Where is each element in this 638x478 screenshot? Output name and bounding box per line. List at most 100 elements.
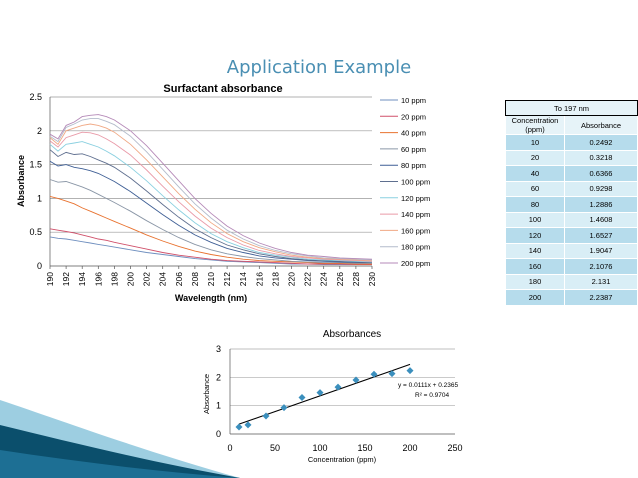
- x-tick-label: 206: [174, 272, 184, 286]
- x-tick-label: 100: [312, 443, 327, 453]
- table-cell: 60: [505, 180, 565, 197]
- table-cell: 40: [505, 165, 565, 182]
- data-point: [388, 370, 396, 378]
- table-row: 100 1.4608: [505, 211, 638, 228]
- table-row: 10 0.2492: [505, 134, 638, 151]
- series-line: [49, 179, 372, 264]
- data-point: [352, 376, 360, 384]
- x-tick-label: 200: [126, 272, 136, 286]
- table-row: 120 1.6527: [505, 227, 638, 244]
- table-cell: 140: [505, 242, 565, 259]
- legend-label: 100 ppm: [401, 178, 430, 187]
- table-header-cell: Concentration (ppm): [505, 115, 565, 135]
- x-tick-label: 190: [45, 272, 55, 286]
- absorbances-scatter-chart: Absorbances 0 1 2 3 0 50 100 150 200 250 Concentrat…: [202, 329, 463, 464]
- x-tick-label: 226: [335, 272, 345, 286]
- table-cell: 10: [505, 134, 565, 151]
- series-line: [49, 149, 373, 264]
- data-point: [244, 421, 252, 429]
- series-line: [49, 195, 372, 265]
- y-tick-label: 1.5: [29, 160, 42, 170]
- chart-title: Absorbances: [323, 329, 381, 340]
- series-line: [49, 114, 373, 260]
- table-row: 60 0.9298: [505, 180, 638, 197]
- x-tick-label: 192: [61, 272, 71, 286]
- swoosh-mid: [0, 450, 240, 478]
- y-tick-label: 1: [216, 401, 221, 411]
- y-tick-label: 2: [37, 126, 42, 136]
- x-tick-label: 250: [447, 443, 462, 453]
- table-cell: 80: [505, 196, 565, 213]
- table-cell: 200: [505, 289, 565, 306]
- x-tick-label: 196: [93, 272, 103, 286]
- x-tick-label: 224: [319, 272, 329, 286]
- data-point: [280, 404, 288, 412]
- x-tick-label: 150: [357, 443, 372, 453]
- x-tick-label: 208: [190, 272, 200, 286]
- data-point: [235, 423, 243, 431]
- surfactant-absorbance-chart: Surfactant absorbance 0 0.5 1 1.5 2 2.5 190 192 1…: [16, 83, 430, 303]
- x-tick-label: 212: [222, 272, 232, 286]
- legend-label: 160 ppm: [401, 226, 430, 235]
- y-tick-label: 1: [37, 193, 42, 203]
- table-cell: 0.9298: [564, 180, 638, 197]
- table-cell: 180: [505, 273, 565, 290]
- data-point: [316, 389, 324, 397]
- table-caption: To 197 nm: [505, 100, 638, 116]
- x-tick-label: 230: [367, 272, 377, 286]
- legend-label: 200 ppm: [401, 259, 430, 268]
- x-tick-label: 198: [109, 272, 119, 286]
- table-cell: 0.3218: [564, 149, 638, 166]
- table-cell: 1.2886: [564, 196, 638, 213]
- table-row: 140 1.9047: [505, 242, 638, 259]
- table-row: 200 2.2387: [505, 289, 638, 306]
- table-cell: 0.2492: [564, 134, 638, 151]
- data-point: [334, 383, 342, 391]
- table-cell: 120: [505, 227, 565, 244]
- series-line: [49, 228, 372, 266]
- table-cell: 2.1076: [564, 258, 638, 275]
- series-line: [49, 160, 372, 264]
- data-point: [298, 393, 306, 401]
- table-cell: 1.9047: [564, 242, 638, 259]
- series-line: [49, 123, 373, 262]
- x-tick-label: 50: [270, 443, 280, 453]
- table-cell: 160: [505, 258, 565, 275]
- legend-label: 80 ppm: [401, 161, 426, 170]
- table-row: 160 2.1076: [505, 258, 638, 275]
- x-axis-title: Wavelength (nm): [175, 293, 247, 303]
- x-tick-label: 228: [351, 272, 361, 286]
- table-row: 20 0.3218: [505, 149, 638, 166]
- table-cell: 100: [505, 211, 565, 228]
- table-cell: 0.6366: [564, 165, 638, 182]
- legend-label: 10 ppm: [401, 96, 426, 105]
- x-tick-label: 0: [227, 443, 232, 453]
- data-point: [262, 412, 270, 420]
- table-cell: 2.2387: [564, 289, 638, 306]
- table-cell: 1.4608: [564, 211, 638, 228]
- table-cell: 2.131: [564, 273, 638, 290]
- x-tick-label: 194: [77, 272, 87, 286]
- data-point: [406, 367, 414, 375]
- y-tick-label: 0: [216, 429, 221, 439]
- x-tick-label: 216: [254, 272, 264, 286]
- x-tick-label: 222: [303, 272, 313, 286]
- data-point: [370, 370, 378, 378]
- x-tick-label: 220: [287, 272, 297, 286]
- chart-title: Surfactant absorbance: [163, 83, 282, 95]
- y-axis-title: Absorbance: [202, 374, 211, 414]
- legend-label: 60 ppm: [401, 145, 426, 154]
- x-tick-label: 214: [238, 272, 248, 286]
- x-tick-label: 218: [270, 272, 280, 286]
- y-tick-label: 2: [216, 372, 221, 382]
- x-axis-title: Concentration (ppm): [308, 455, 377, 464]
- trendline-equation: y = 0.0111x + 0.2365: [398, 382, 458, 389]
- legend-label: 20 ppm: [401, 112, 426, 121]
- x-tick-label: 200: [402, 443, 417, 453]
- y-tick-label: 0: [37, 261, 42, 271]
- legend-label: 120 ppm: [401, 194, 430, 203]
- concentration-absorbance-table: To 197 nm Concentration (ppm) Absorbance 10…: [505, 100, 638, 306]
- y-tick-label: 0.5: [29, 227, 42, 237]
- series-line: [49, 131, 373, 262]
- series-line: [49, 118, 373, 261]
